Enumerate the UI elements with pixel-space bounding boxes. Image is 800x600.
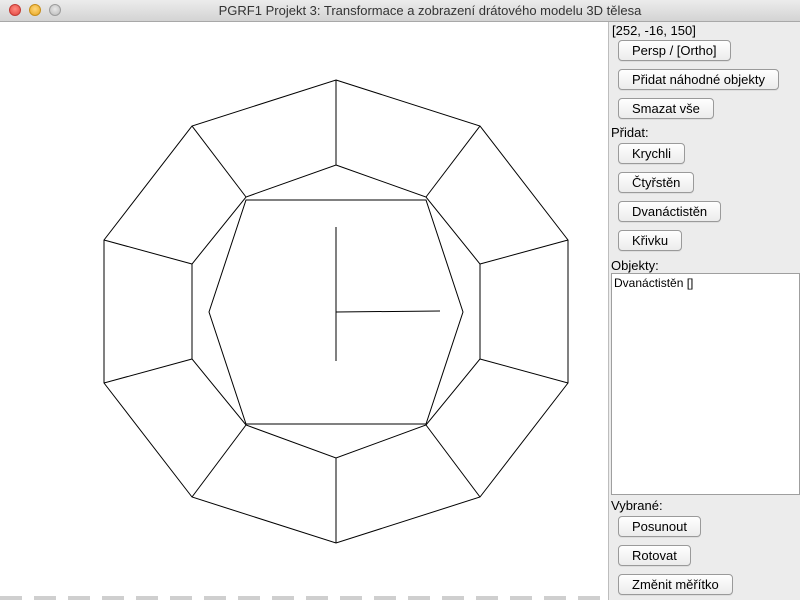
- delete-all-button[interactable]: Smazat vše: [618, 98, 714, 119]
- title-bar: PGRF1 Projekt 3: Transformace a zobrazen…: [0, 0, 800, 22]
- minimize-window-icon[interactable]: [29, 4, 41, 16]
- dodecahedron-edges: [103, 80, 569, 543]
- wireframe-view[interactable]: [0, 22, 608, 600]
- add-random-objects-button[interactable]: Přidat náhodné objekty: [618, 69, 779, 90]
- add-cube-button[interactable]: Krychli: [618, 143, 686, 164]
- canvas-bottom-edge: [0, 596, 608, 600]
- move-button[interactable]: Posunout: [618, 516, 701, 537]
- objects-list[interactable]: Dvanáctistěn []: [611, 273, 800, 495]
- add-curve-button[interactable]: Křivku: [618, 230, 683, 251]
- dodecahedron-central-face: [208, 199, 464, 425]
- rotate-button[interactable]: Rotovat: [618, 545, 691, 566]
- projection-toggle-button[interactable]: Persp / [Ortho]: [618, 40, 731, 61]
- zoom-window-icon[interactable]: [49, 4, 61, 16]
- axis-horizontal: [335, 310, 441, 313]
- list-item[interactable]: Dvanáctistěn []: [614, 276, 694, 290]
- scale-button[interactable]: Změnit měřítko: [618, 574, 733, 595]
- add-section-label: Přidat:: [611, 125, 649, 140]
- control-panel: [252, -16, 150] Persp / [Ortho] Přidat n…: [608, 22, 800, 600]
- objects-section-label: Objekty:: [611, 258, 659, 273]
- add-dodecahedron-button[interactable]: Dvanáctistěn: [618, 201, 722, 222]
- selected-section-label: Vybrané:: [611, 498, 663, 513]
- close-window-icon[interactable]: [9, 4, 21, 16]
- window-title: PGRF1 Projekt 3: Transformace a zobrazen…: [218, 3, 642, 18]
- coordinates-readout: [252, -16, 150]: [612, 23, 696, 38]
- drawing-canvas[interactable]: [0, 22, 608, 600]
- add-tetrahedron-button[interactable]: Čtyřstěn: [618, 172, 695, 193]
